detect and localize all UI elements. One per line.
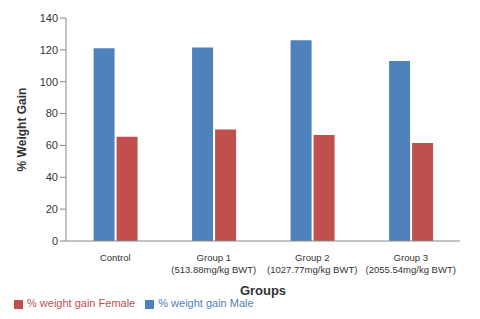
svg-text:20: 20 — [46, 203, 58, 215]
svg-text:% Weight Gain: % Weight Gain — [15, 88, 29, 172]
html-text:% weight gain Female: % weight gain Female — [27, 297, 136, 309]
svg-text:140: 140 — [40, 12, 58, 24]
svg-text:Control: Control — [100, 252, 131, 263]
svg-text:0: 0 — [52, 235, 58, 247]
svg-text:Group 2(1027.77mg/kg BWT): Group 2(1027.77mg/kg BWT) — [267, 252, 357, 275]
svg-text:Groups: Groups — [240, 283, 286, 298]
html-text:% weight gain Male: % weight gain Male — [158, 297, 254, 309]
svg-text:40: 40 — [46, 171, 58, 183]
svg-text:100: 100 — [40, 76, 58, 88]
svg-text:120: 120 — [40, 44, 58, 56]
svg-text:80: 80 — [46, 107, 58, 119]
svg-text:Group 3(2055.54mg/kg BWT): Group 3(2055.54mg/kg BWT) — [366, 252, 456, 275]
svg-text:60: 60 — [46, 139, 58, 151]
svg-text:Group 1(513.88mg/kg BWT): Group 1(513.88mg/kg BWT) — [171, 252, 256, 275]
